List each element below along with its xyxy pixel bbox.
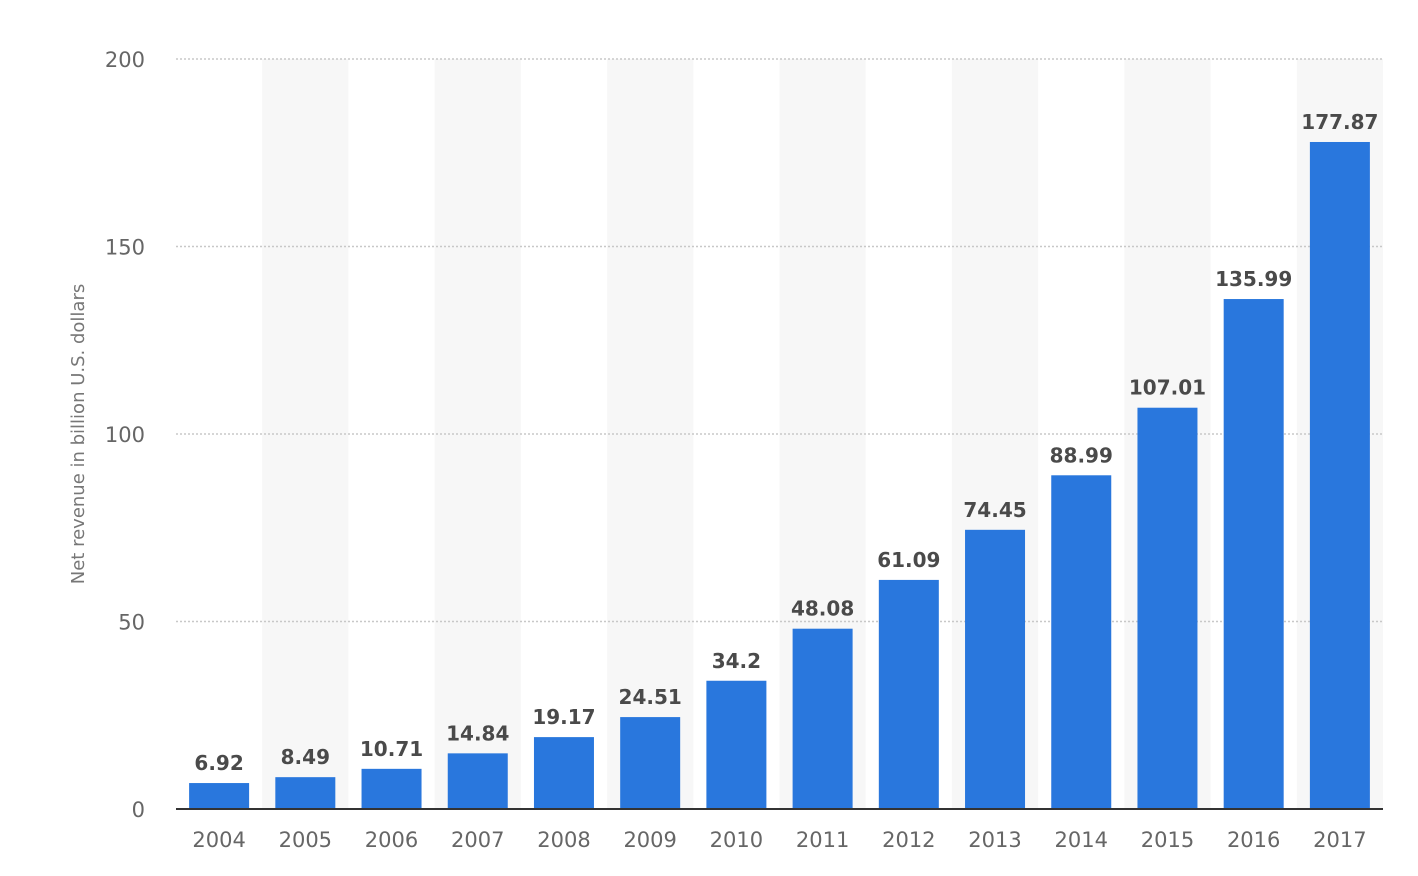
bar-2008 <box>533 737 594 809</box>
data-label-2006: 10.71 <box>360 737 423 761</box>
x-tick-label-2017: 2017 <box>1313 828 1366 852</box>
x-tick-label-2004: 2004 <box>192 828 245 852</box>
y-axis-label: Net revenue in billion U.S. dollars <box>68 284 89 584</box>
y-tick-label-150: 150 <box>105 236 145 260</box>
bars <box>189 141 1370 810</box>
x-tick-label-2009: 2009 <box>623 828 676 852</box>
bar-2007 <box>447 753 508 809</box>
x-tick-label-2007: 2007 <box>451 828 504 852</box>
x-tick-label-2015: 2015 <box>1141 828 1194 852</box>
data-label-2013: 74.45 <box>963 498 1026 522</box>
bar-2015 <box>1137 407 1198 809</box>
data-labels: 6.92 8.49 10.71 14.84 19.17 24.51 34.2 48.08 61.… <box>194 110 1378 775</box>
data-label-2015: 107.01 <box>1129 376 1206 400</box>
x-tick-label-2008: 2008 <box>537 828 590 852</box>
x-tick-label-2011: 2011 <box>796 828 849 852</box>
y-tick-label-100: 100 <box>105 423 145 447</box>
data-label-2014: 88.99 <box>1050 443 1113 467</box>
bar-2012 <box>878 579 939 809</box>
data-label-2011: 48.08 <box>791 597 854 621</box>
y-tick-label-0: 0 <box>132 798 145 822</box>
bar-2009 <box>620 717 681 809</box>
bar-2014 <box>1051 475 1112 809</box>
x-tick-label-2012: 2012 <box>882 828 935 852</box>
data-label-2017: 177.87 <box>1301 110 1378 134</box>
x-axis-ticks: 2004 2005 2006 2007 2008 2009 2010 2011 2012 2013… <box>192 828 1366 852</box>
x-tick-label-2006: 2006 <box>365 828 418 852</box>
data-label-2010: 34.2 <box>712 649 761 673</box>
y-axis-ticks: 0 50 100 150 200 <box>105 48 145 822</box>
y-tick-label-200: 200 <box>105 48 145 72</box>
x-tick-label-2005: 2005 <box>279 828 332 852</box>
data-label-2016: 135.99 <box>1215 267 1292 291</box>
bar-2011 <box>792 628 853 809</box>
bar-2013 <box>965 529 1026 809</box>
x-tick-label-2014: 2014 <box>1055 828 1108 852</box>
bar-2004 <box>189 783 250 809</box>
data-label-2007: 14.84 <box>446 721 509 745</box>
data-label-2008: 19.17 <box>532 705 595 729</box>
data-label-2005: 8.49 <box>281 745 330 769</box>
x-tick-label-2016: 2016 <box>1227 828 1280 852</box>
y-tick-label-50: 50 <box>118 611 145 635</box>
bar-2016 <box>1223 299 1284 809</box>
bar-2005 <box>275 777 336 809</box>
bar-2010 <box>706 680 767 809</box>
x-tick-label-2010: 2010 <box>710 828 763 852</box>
data-label-2012: 61.09 <box>877 548 940 572</box>
bar-2017 <box>1309 141 1370 810</box>
bar-2006 <box>361 768 422 809</box>
data-label-2009: 24.51 <box>619 685 682 709</box>
data-label-2004: 6.92 <box>194 751 243 775</box>
x-tick-label-2013: 2013 <box>968 828 1021 852</box>
